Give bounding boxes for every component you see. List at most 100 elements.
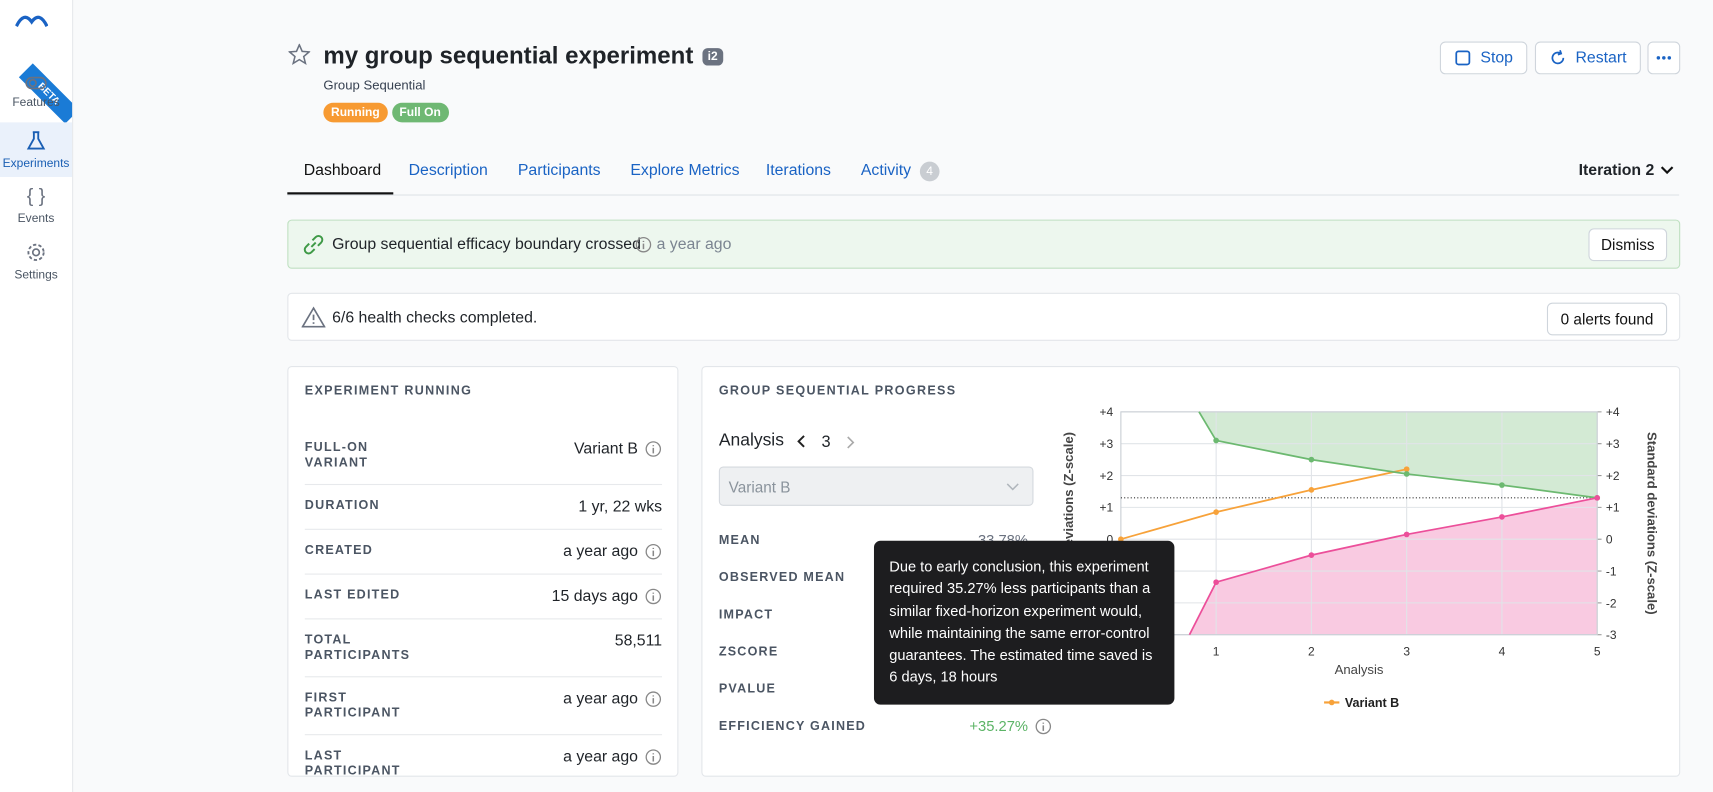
- banner-text: Group sequential efficacy boundary cross…: [332, 235, 641, 254]
- detail-label: DURATION: [304, 499, 380, 513]
- detail-value: Variant B: [574, 440, 662, 458]
- point: [1118, 536, 1124, 543]
- tab[interactable]: Participants: [517, 161, 601, 180]
- y2-tick-label: +4: [1606, 405, 1620, 419]
- tooltip: Due to early conclusion, this experiment…: [873, 540, 1175, 705]
- more-button[interactable]: [1647, 41, 1681, 75]
- value-text: 58,511: [614, 632, 663, 651]
- info-icon[interactable]: [645, 748, 662, 765]
- icon: [27, 243, 45, 261]
- info-icon[interactable]: [1035, 718, 1052, 735]
- detail-label: FULL-ON VARIANT: [304, 441, 369, 470]
- y-tick-label: +1: [1100, 501, 1114, 515]
- nav-item[interactable]: Settings: [0, 240, 72, 282]
- nav-item[interactable]: { } Events: [0, 184, 72, 225]
- health-text: 6/6 health checks completed.: [332, 309, 538, 327]
- point: [1308, 552, 1315, 558]
- info-icon[interactable]: [645, 543, 662, 560]
- y-tick-label: +3: [1100, 437, 1114, 451]
- detail-value: 1 yr, 22 wks: [578, 498, 662, 515]
- point: [1499, 482, 1505, 488]
- value-text: Variant B: [574, 440, 639, 458]
- y2-tick-label: -2: [1606, 596, 1617, 610]
- stat-label: IMPACT: [718, 608, 774, 622]
- info-icon[interactable]: [635, 236, 652, 253]
- detail-label: LAST PARTICIPANT: [304, 749, 401, 778]
- prev-button[interactable]: [796, 435, 807, 448]
- y2-tick-label: -3: [1606, 628, 1617, 642]
- icon: [1661, 166, 1674, 175]
- tab[interactable]: Activity 4: [861, 161, 940, 182]
- tab[interactable]: Iterations: [765, 161, 831, 180]
- icon: [1006, 483, 1019, 491]
- x-tick-label: 5: [1594, 644, 1601, 658]
- star-button[interactable]: [288, 43, 311, 66]
- detail-row: LAST EDITED 15 days ago: [304, 575, 663, 620]
- info-icon[interactable]: [645, 690, 662, 707]
- tags: Running Full On: [323, 102, 452, 123]
- stat-label: ZSCORE: [718, 645, 779, 659]
- tab[interactable]: Description: [408, 161, 488, 180]
- variant-select[interactable]: Variant B: [718, 466, 1034, 506]
- detail-row: TOTAL PARTICIPANTS 58,511: [304, 619, 663, 678]
- detail-row: FULL-ON VARIANT Variant B: [304, 427, 663, 486]
- next-button[interactable]: [846, 436, 857, 449]
- stat-row: IMPACT: [719, 596, 1052, 633]
- point: [1403, 466, 1410, 473]
- stop-button[interactable]: Stop: [1439, 41, 1528, 75]
- tab[interactable]: Explore Metrics: [630, 161, 740, 180]
- detail-value: a year ago: [563, 748, 662, 766]
- x-axis-label: Analysis: [1335, 662, 1384, 677]
- value-text: a year ago: [563, 748, 639, 766]
- info-icon[interactable]: [645, 588, 662, 605]
- iteration-label: Iteration 2: [1578, 161, 1655, 180]
- svg-text:{ }: { }: [27, 185, 46, 207]
- detail-value: 15 days ago: [552, 588, 662, 605]
- plot-border: [1120, 411, 1598, 636]
- logo[interactable]: [15, 13, 49, 30]
- stat-value: +35.27%: [969, 717, 1029, 735]
- detail-row: CREATED a year ago: [304, 530, 663, 575]
- series-line: [1188, 496, 1598, 636]
- detail-value: 58,511: [615, 633, 662, 650]
- tab[interactable]: Dashboard: [303, 161, 382, 180]
- dismiss-button[interactable]: Dismiss: [1588, 228, 1668, 262]
- y2-tick-label: 0: [1606, 533, 1613, 547]
- boundary-area: [1189, 497, 1598, 635]
- value-text: a year ago: [563, 542, 639, 561]
- boundary-banner: Group sequential efficacy boundary cross…: [287, 219, 1681, 269]
- experiment-panel: EXPERIMENT RUNNING FULL-ON VARIANT Varian…: [287, 365, 679, 778]
- point: [1308, 487, 1315, 493]
- y2-axis-label: Standard deviations (Z-scale): [1644, 432, 1659, 615]
- status-tag: Running: [323, 102, 388, 123]
- stat-label: EFFICIENCY GAINED: [718, 719, 867, 734]
- y-tick-label: +2: [1100, 469, 1114, 483]
- restart-button[interactable]: Restart: [1534, 41, 1641, 75]
- stat-row: ZSCORE: [719, 634, 1052, 671]
- button-label: Dismiss: [1601, 235, 1655, 254]
- stat-row: OBSERVED MEAN: [719, 559, 1052, 596]
- subtitle: Group Sequential: [323, 77, 426, 93]
- detail-row: DURATION 1 yr, 22 wks: [304, 485, 663, 530]
- link-icon: [303, 234, 324, 255]
- detail-row: FIRST PARTICIPANT a year ago: [304, 677, 663, 736]
- stat-label: PVALUE: [718, 682, 777, 696]
- chart-group: +4+3+2+10-1-2-3+4+3+2+10-1-2-312345Analy…: [1061, 405, 1660, 710]
- nav-item[interactable]: Features: [0, 74, 72, 109]
- y2-tick-label: +2: [1606, 469, 1620, 483]
- nav-item[interactable]: Experiments: [0, 122, 73, 177]
- page-title: my group sequential experiment i2: [323, 42, 724, 70]
- info-icon[interactable]: [645, 440, 662, 457]
- point: [1213, 509, 1219, 515]
- iteration-select[interactable]: Iteration 2: [1579, 162, 1674, 179]
- x-tick-label: 3: [1403, 644, 1410, 658]
- detail-value: a year ago: [563, 543, 662, 560]
- x-tick-label: 1: [1213, 644, 1220, 658]
- value-text: a year ago: [563, 690, 639, 708]
- panel-title: EXPERIMENT RUNNING: [304, 384, 473, 398]
- alerts-button[interactable]: 0 alerts found: [1546, 302, 1668, 336]
- button-label: 0 alerts found: [1560, 310, 1654, 328]
- point: [1308, 456, 1315, 463]
- iteration-badge: i2: [702, 48, 724, 66]
- icon: [1551, 49, 1565, 65]
